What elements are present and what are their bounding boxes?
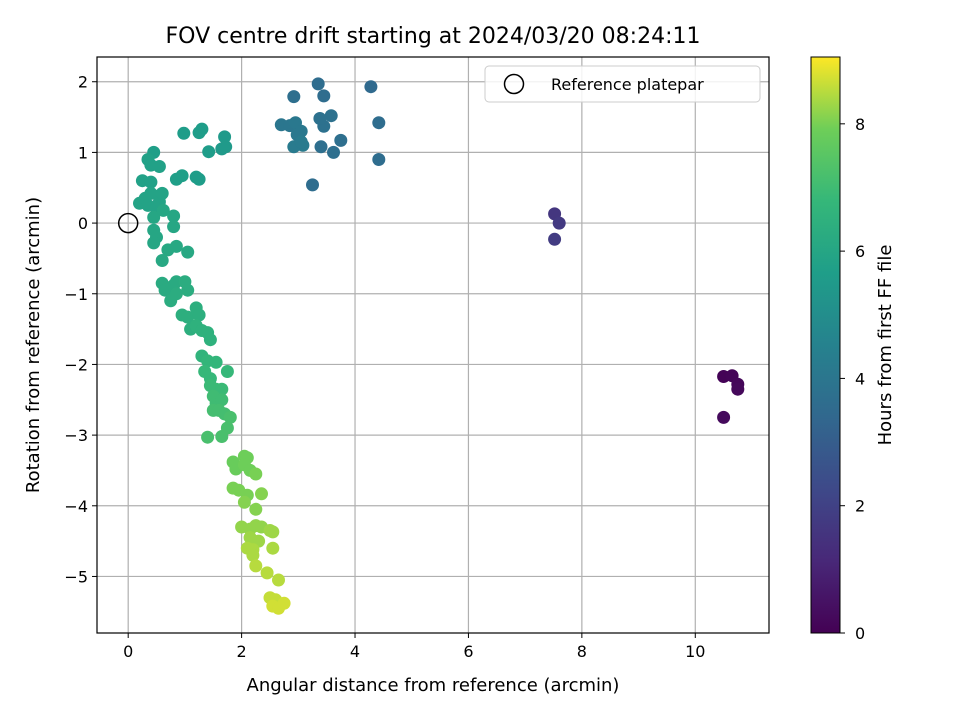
data-point [169,172,183,186]
data-point [215,430,229,443]
colorbar-tick-label: 4 [855,369,865,388]
data-point [294,135,308,149]
data-point [372,116,386,130]
data-point [327,145,340,159]
data-point [294,124,308,138]
x-tick-label: 10 [685,642,705,661]
data-point [144,186,158,200]
data-point [177,126,191,140]
data-point [287,90,301,104]
data-point [189,170,203,184]
y-tick-label: −1 [64,285,88,304]
data-point [167,209,181,223]
data-point [552,216,566,230]
data-point [147,236,161,250]
colorbar-tick-label: 6 [855,242,865,261]
data-point [364,80,378,94]
data-point [155,186,169,200]
data-point [372,153,386,166]
data-point [324,109,338,123]
data-point [311,77,325,91]
data-point [249,467,263,481]
data-point [246,548,260,562]
data-point [192,126,206,140]
legend: Reference platepar [484,65,761,103]
data-point [237,495,251,509]
reference-marker [117,212,139,234]
data-point [717,410,731,424]
y-axis-ticks: 2 1 0 −1 −2 −3 −4 −5 [64,73,97,586]
data-point [317,89,331,103]
data-point [181,283,195,297]
data-point [156,203,170,217]
y-tick-label: −3 [64,426,88,445]
data-point [334,133,348,147]
data-point [215,142,229,156]
data-point [255,487,268,501]
legend-label: Reference platepar [551,75,704,94]
x-axis-label: Angular distance from reference (arcmin) [247,675,620,696]
data-point [277,596,291,610]
y-tick-label: −4 [64,497,88,516]
y-tick-label: 2 [78,73,88,92]
colorbar-tick-label: 8 [855,115,865,134]
data-point [203,333,217,347]
colorbar-tick-label: 2 [855,497,865,516]
x-axis-ticks: 0 2 4 6 8 10 [123,633,705,661]
data-point [169,287,183,301]
plot-frame [96,56,770,634]
data-point [266,525,280,539]
data-point [272,573,285,587]
data-point [147,210,161,224]
x-tick-label: 6 [463,642,473,661]
data-point [155,254,169,267]
data-point [220,365,234,378]
data-point [306,178,319,192]
y-tick-label: −5 [64,567,88,586]
data-point [223,410,237,424]
data-point [169,239,183,253]
y-tick-label: −2 [64,355,88,374]
data-point [167,220,181,234]
x-tick-label: 8 [577,642,587,661]
x-tick-label: 0 [123,642,133,661]
data-point [266,541,280,555]
data-point [152,160,166,173]
data-point [313,112,327,125]
data-point [218,130,232,144]
chart-title: FOV centre drift starting at 2024/03/20 … [166,24,701,49]
data-point [181,310,195,324]
data-points [133,77,745,615]
legend-box [484,65,761,103]
data-point [249,559,263,573]
colorbar-label: Hours from first FF file [875,245,896,446]
data-point [201,430,215,444]
data-point [249,502,263,516]
y-tick-label: 1 [78,143,88,162]
data-point [731,382,745,396]
data-point [144,175,158,189]
data-point [260,566,274,580]
y-axis-label: Rotation from reference (arcmin) [23,197,44,493]
data-point [192,308,206,322]
data-point [215,393,229,407]
grid [97,57,769,633]
data-point [548,232,562,246]
y-tick-label: 0 [78,214,88,233]
data-point [202,145,216,159]
data-point [314,140,328,154]
x-tick-label: 4 [350,642,360,661]
colorbar [810,56,841,634]
data-point [209,355,223,369]
colorbar-tick-label: 0 [855,624,865,643]
legend-marker [503,73,525,95]
x-tick-label: 2 [237,642,247,661]
colorbar-ticks: 0 2 4 6 8 [840,115,865,643]
data-point [181,245,195,259]
